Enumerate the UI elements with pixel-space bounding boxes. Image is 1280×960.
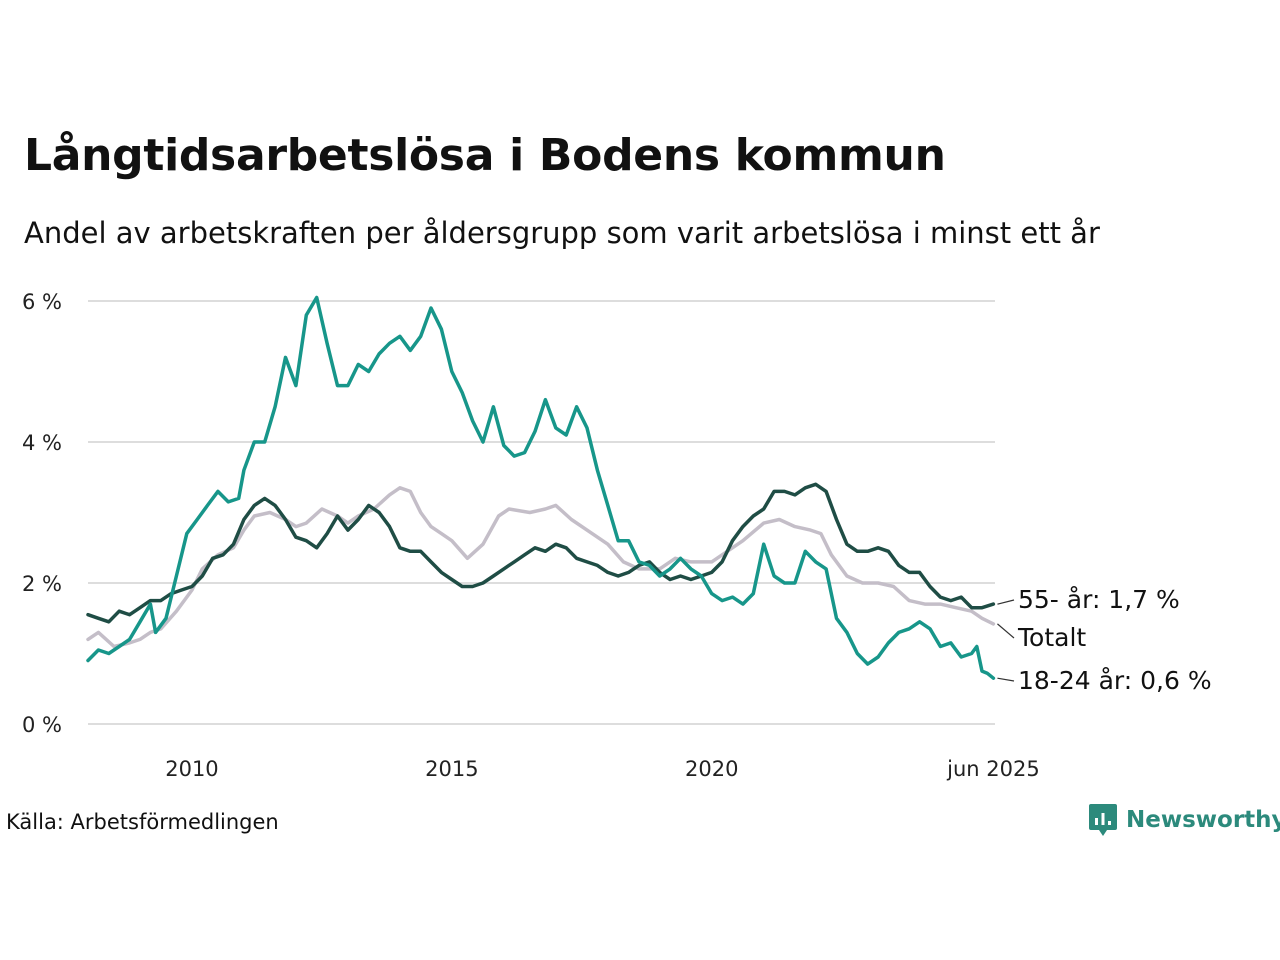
- x-tick-label: 2015: [425, 757, 478, 781]
- end-label-age18_24: 18-24 år: 0,6 %: [1018, 666, 1212, 695]
- end-label-age55: 55- år: 1,7 %: [1018, 585, 1180, 614]
- source-note: Källa: Arbetsförmedlingen: [6, 810, 279, 834]
- leader-line-total: [997, 623, 1015, 639]
- x-tick-label: 2010: [165, 757, 218, 781]
- axis-ticks: 0 % 2 % 4 % 6 % 2010 2015 2020 jun 2025: [22, 290, 1040, 781]
- brand-logo: Newsworthy: [1088, 802, 1280, 838]
- y-tick-label: 0 %: [22, 713, 62, 737]
- brand-name: Newsworthy: [1126, 807, 1280, 833]
- end-label-total: Totalt: [1017, 623, 1086, 652]
- line-chart: Totalt 55- år: 1,7 % 18-24 år: 0,6 % 0 % 2 …: [22, 290, 1212, 781]
- chart-subtitle: Andel av arbetskraften per åldersgrupp s…: [24, 216, 1100, 250]
- leader-line-age55: [997, 599, 1015, 605]
- newsworthy-logo-icon: [1089, 804, 1117, 836]
- x-tick-label: 2020: [685, 757, 738, 781]
- y-tick-label: 2 %: [22, 572, 62, 596]
- series-line-age18_24: [86, 295, 996, 680]
- chart-title: Långtidsarbetslösa i Bodens kommun: [24, 130, 946, 181]
- gridlines: [88, 300, 995, 725]
- x-tick-label: jun 2025: [946, 757, 1040, 781]
- series-lines: [86, 295, 996, 680]
- series-line-total: [86, 486, 996, 649]
- series-line-age55: [86, 482, 996, 624]
- y-tick-label: 6 %: [22, 290, 62, 314]
- y-tick-label: 4 %: [22, 431, 62, 455]
- end-labels: Totalt 55- år: 1,7 % 18-24 år: 0,6 %: [997, 585, 1212, 695]
- leader-line-age18_24: [997, 677, 1015, 682]
